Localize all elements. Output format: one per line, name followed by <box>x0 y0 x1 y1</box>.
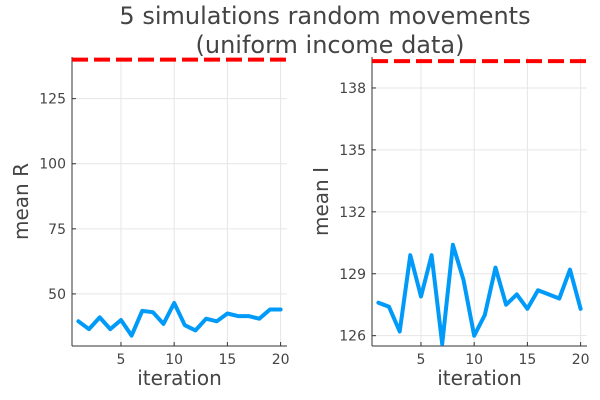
y-tick-label: 138 <box>339 81 366 97</box>
y-tick-label: 129 <box>339 267 366 283</box>
y-axis-label: mean R <box>9 163 33 240</box>
x-axis-label: iteration <box>437 366 522 390</box>
x-tick-label: 15 <box>518 352 536 368</box>
x-tick-label: 15 <box>218 352 236 368</box>
right-panel-mean-i: 5 10 15 20 126 129 132 135 138 iteration mean I <box>309 57 590 390</box>
x-tick-label: 10 <box>165 352 183 368</box>
x-tick-label: 10 <box>465 352 483 368</box>
chart-title-line2: (uniform income data) <box>196 31 465 59</box>
y-tick-label: 132 <box>339 205 366 221</box>
series-line <box>76 301 283 338</box>
y-tick-label: 100 <box>39 157 66 173</box>
y-tick-label: 126 <box>339 329 366 345</box>
x-tick-label: 20 <box>572 352 590 368</box>
x-tick-label: 5 <box>416 352 425 368</box>
y-tick-label: 75 <box>48 222 66 238</box>
left-panel-mean-r: 5 10 15 20 50 75 100 125 iteration mean R <box>9 57 290 390</box>
x-axis-label: iteration <box>137 366 222 390</box>
y-tick-label: 125 <box>39 92 66 108</box>
chart-title-line1: 5 simulations random movements <box>119 2 530 30</box>
y-axis-label: mean I <box>309 167 333 236</box>
x-tick-label: 20 <box>272 352 290 368</box>
y-tick-label: 50 <box>48 287 66 303</box>
y-tick-label: 135 <box>339 143 366 159</box>
x-tick-label: 5 <box>116 352 125 368</box>
series-line <box>376 242 583 346</box>
